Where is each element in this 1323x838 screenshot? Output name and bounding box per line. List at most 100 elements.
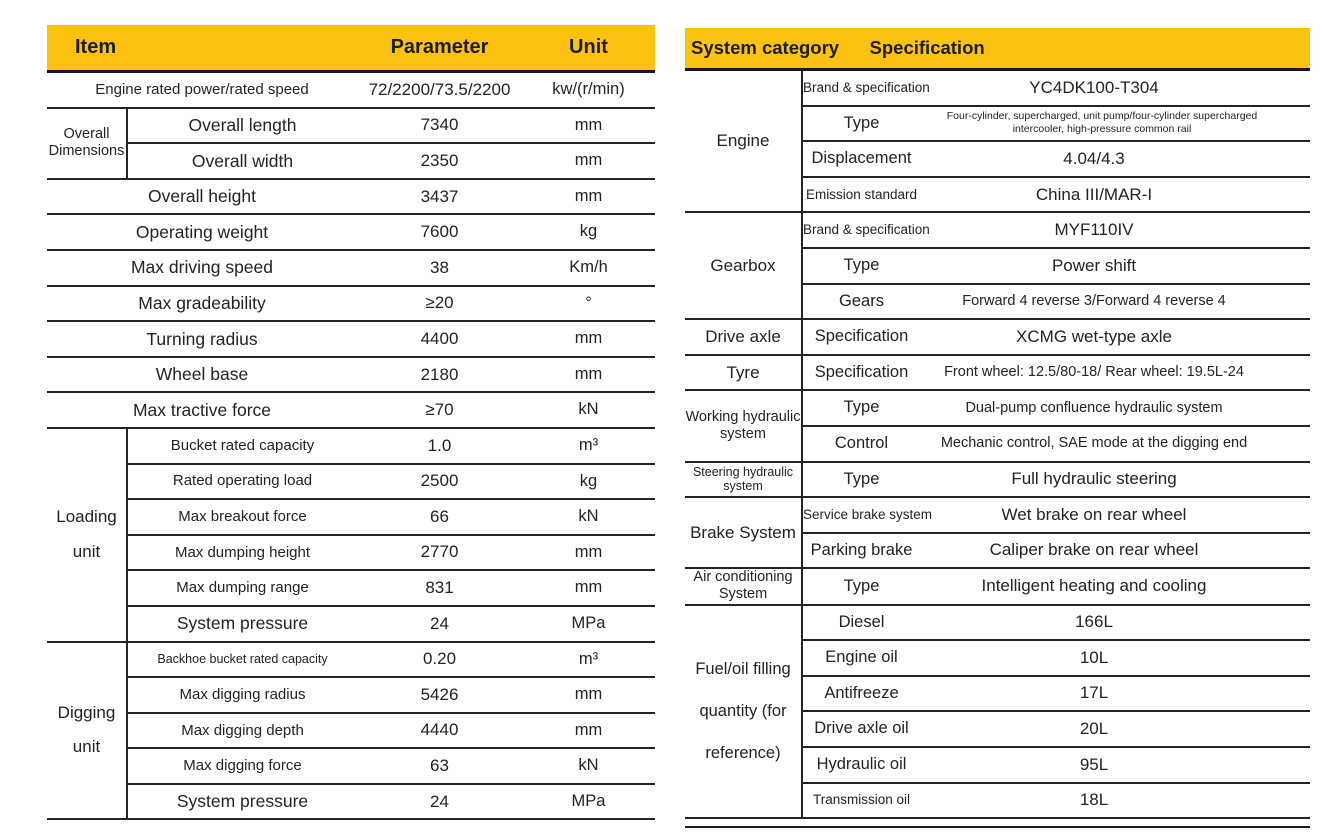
item-label: Rated operating load — [127, 463, 357, 501]
item-label: Wheel base — [47, 356, 357, 394]
item-label: Max digging radius — [127, 677, 357, 714]
spec-label: Control — [801, 425, 920, 463]
table-row: Antifreeze 17L — [685, 675, 1310, 713]
group-label: Overall Dimensions — [47, 107, 128, 180]
parameters-table-body: Engine rated power/rated speed 72/2200/73… — [47, 71, 655, 821]
parameter-value: 72/2200/73.5/2200 — [357, 71, 522, 109]
spec-label: Specification — [801, 354, 920, 392]
parameter-value: 3437 — [357, 178, 522, 216]
table-row: Working hydraulic system Type Dual-pump co… — [685, 390, 1310, 463]
item-label: Max dumping range — [127, 570, 357, 607]
unit-value: mm — [522, 321, 655, 358]
parameter-value: ≥20 — [357, 285, 522, 323]
header-system-category: System category — [691, 37, 840, 58]
spec-label: Displacement — [801, 141, 920, 178]
parameter-value: 2770 — [357, 534, 522, 572]
table-row: Control Mechanic control, SAE mode at the… — [685, 425, 1310, 463]
unit-value: kN — [522, 499, 655, 536]
spec-value: Front wheel: 12.5/80-18/ Rear wheel: 19.… — [920, 354, 1310, 392]
table-row: Steering hydraulic system Type Full hydrau… — [685, 461, 1310, 499]
unit-value: MPa — [522, 605, 655, 643]
item-label: Max dumping height — [127, 534, 357, 572]
spec-label: Type — [801, 247, 920, 285]
table-row: Hydraulic oil 95L — [685, 746, 1310, 784]
spec-label: Brand & specification — [801, 69, 930, 107]
spec-value: 95L — [920, 746, 1310, 784]
system-spec-header-row: System category Specification — [685, 28, 1310, 71]
spec-value: Dual-pump confluence hydraulic system — [920, 390, 1310, 427]
spec-value: Wet brake on rear wheel — [920, 497, 1310, 534]
table-row: Parking brake Caliper brake on rear wheel — [685, 532, 1310, 570]
spec-label: Type — [801, 105, 920, 143]
item-label: Max tractive force — [47, 392, 357, 429]
unit-value: Km/h — [522, 249, 655, 287]
item-label: Max breakout force — [127, 499, 357, 536]
table-row: Operating weight 7600 kg — [47, 214, 655, 251]
spec-value: 4.04/4.3 — [920, 141, 1310, 178]
spec-value: Forward 4 reverse 3/Forward 4 reverse 4 — [920, 283, 1310, 321]
header-specification: Specification — [869, 37, 985, 58]
table-row: Max driving speed 38 Km/h — [47, 249, 655, 287]
table-row: Digging unit Backhoe bucket rated capacit… — [47, 641, 655, 821]
spec-value: Caliper brake on rear wheel — [920, 532, 1310, 570]
spec-value: China III/MAR-I — [920, 176, 1310, 214]
parameter-value: 831 — [357, 570, 522, 607]
item-label: System pressure — [127, 605, 357, 643]
spec-value: Power shift — [920, 247, 1310, 285]
table-row: Engine oil 10L — [685, 640, 1310, 677]
table-row: System pressure 24 MPa — [47, 783, 655, 821]
spec-label: Drive axle oil — [801, 711, 920, 748]
parameter-value: 66 — [357, 499, 522, 536]
system-category-label: Brake System — [685, 497, 803, 570]
spec-value: Intelligent heating and cooling — [920, 568, 1310, 606]
parameter-value: 24 — [357, 605, 522, 643]
system-spec-table-body: Engine Brand & specification YC4DK100-T304… — [685, 69, 1310, 820]
item-label: System pressure — [127, 783, 357, 821]
spec-label: Engine oil — [801, 640, 920, 677]
item-label: Max driving speed — [47, 249, 357, 287]
table-row: Emission standard China III/MAR-I — [685, 176, 1310, 214]
spec-label: Brand & specification — [801, 212, 930, 249]
table-row: Drive axle oil 20L — [685, 711, 1310, 748]
spec-value: Full hydraulic steering — [920, 461, 1310, 499]
parameter-value: 4400 — [357, 321, 522, 358]
table-row: Overall Dimensions Overall length 7340 mm — [47, 107, 655, 180]
unit-value: mm — [522, 570, 655, 607]
table-row: Drive axle Specification XCMG wet-type axl… — [685, 319, 1310, 356]
spec-label: Diesel — [801, 604, 920, 642]
table-row: Tyre Specification Front wheel: 12.5/80-18… — [685, 354, 1310, 392]
table-row: Wheel base 2180 mm — [47, 356, 655, 394]
item-label: Overall height — [47, 178, 357, 216]
table-row: Type Four-cylinder, supercharged, unit pu… — [685, 105, 1310, 143]
spec-label: Type — [801, 568, 920, 606]
item-label: Overall length — [127, 107, 357, 145]
parameter-value: 7340 — [357, 107, 522, 145]
table-row: Max dumping range 831 mm — [47, 570, 655, 607]
system-category-label: Steering hydraulic system — [685, 461, 803, 499]
unit-value: mm — [522, 534, 655, 572]
table-row: Overall width 2350 mm — [47, 143, 655, 180]
spec-label: Type — [801, 390, 920, 427]
item-label: Engine rated power/rated speed — [47, 71, 357, 109]
unit-value: kg — [522, 463, 655, 501]
parameter-value: 1.0 — [357, 427, 522, 465]
spec-label: Emission standard — [801, 176, 920, 214]
spec-label: Antifreeze — [801, 675, 920, 713]
parameters-table: Item Parameter Unit Engine rated power/r… — [47, 25, 655, 821]
parameter-value: 38 — [357, 249, 522, 287]
parameter-value: 5426 — [357, 677, 522, 714]
unit-value: mm — [522, 178, 655, 216]
header-parameter: Parameter — [357, 25, 522, 73]
system-category-label: Engine — [685, 69, 803, 214]
spec-value: YC4DK100-T304 — [920, 69, 1310, 107]
spec-label: Transmission oil — [801, 782, 920, 820]
item-label: Max gradeability — [47, 285, 357, 323]
system-category-label: Drive axle — [685, 319, 803, 356]
unit-value: mm — [522, 712, 655, 750]
system-category-label: Tyre — [685, 354, 803, 392]
unit-value: kw/(r/min) — [522, 71, 655, 109]
parameter-value: 63 — [357, 748, 522, 785]
spec-value: Mechanic control, SAE mode at the diggin… — [920, 425, 1310, 463]
spec-value: MYF110IV — [920, 212, 1310, 249]
table-row: Fuel/oil filling quantity (for reference… — [685, 604, 1310, 820]
